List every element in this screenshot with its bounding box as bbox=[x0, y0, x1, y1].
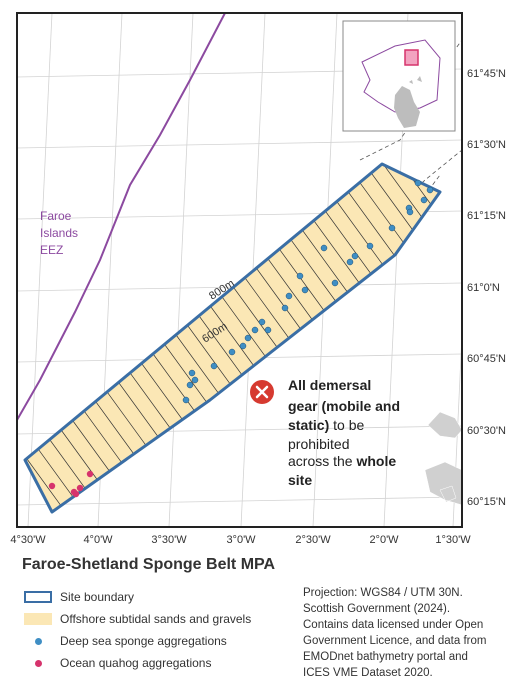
quahog-points bbox=[48, 470, 94, 498]
callout-line: static) bbox=[288, 417, 329, 433]
eez-label-line: Faroe bbox=[40, 209, 72, 223]
legend-label: Deep sea sponge aggregations bbox=[60, 634, 227, 648]
sponge-point bbox=[388, 224, 396, 232]
map-title: Faroe-Shetland Sponge Belt MPA bbox=[22, 556, 276, 573]
credit-line: Government Licence, and data from bbox=[303, 635, 487, 647]
longitude-labels: 4°30'W 4°0'W 3°30'W 3°0'W 2°30'W 2°0'W 1… bbox=[10, 534, 471, 546]
inset-area-highlight bbox=[404, 49, 419, 66]
lat-label: 61°15'N bbox=[467, 210, 506, 222]
quahog-point bbox=[76, 484, 84, 492]
quahog-point bbox=[72, 490, 80, 498]
legend: Site boundary Offshore subtidal sands an… bbox=[24, 586, 251, 674]
prohibition-callout: All demersal gear (mobile and static) to… bbox=[250, 377, 404, 488]
lon-label: 3°0'W bbox=[226, 534, 256, 546]
lat-label: 60°45'N bbox=[467, 353, 506, 365]
map-frame bbox=[16, 12, 463, 528]
shetland-land bbox=[424, 411, 462, 506]
hatch-line bbox=[25, 425, 84, 512]
sponge-point bbox=[285, 292, 293, 300]
eez-label-line: EEZ bbox=[40, 243, 63, 257]
sponge-point bbox=[346, 258, 354, 266]
sponge-point bbox=[188, 369, 196, 377]
sponge-point bbox=[301, 286, 309, 294]
sponge-point bbox=[426, 186, 434, 194]
lat-label: 61°0'N bbox=[467, 282, 500, 294]
legend-label: Offshore subtidal sands and gravels bbox=[60, 612, 252, 626]
lon-label: 3°30'W bbox=[151, 534, 187, 546]
graticule-line bbox=[27, 13, 53, 527]
credit-line: Projection: WGS84 / UTM 30N. bbox=[303, 587, 463, 599]
legend-item-quahog: Ocean quahog aggregations bbox=[24, 652, 251, 674]
lat-label: 60°15'N bbox=[467, 496, 506, 508]
graticule-line bbox=[17, 139, 462, 149]
callout-line: whole bbox=[355, 453, 396, 469]
callout-line: across the bbox=[288, 453, 356, 469]
graticule-line bbox=[17, 496, 462, 506]
map: 800m 600m Faroe Islands EEZ All demersal… bbox=[10, 12, 506, 546]
quahog-point bbox=[48, 482, 56, 490]
sponge-point bbox=[228, 348, 236, 356]
sponge-point bbox=[414, 179, 422, 187]
sponge-point bbox=[320, 244, 328, 252]
callout-line: gear (mobile and bbox=[288, 398, 400, 414]
sponge-points bbox=[182, 179, 434, 404]
lon-label: 4°0'W bbox=[83, 534, 113, 546]
sponge-point bbox=[406, 208, 414, 216]
sponge-point bbox=[258, 318, 266, 326]
legend-item-sands: Offshore subtidal sands and gravels bbox=[24, 608, 251, 630]
quahog-point bbox=[86, 470, 94, 478]
legend-label: Ocean quahog aggregations bbox=[60, 656, 212, 670]
sands-swatch bbox=[24, 613, 52, 625]
credit-line: Scottish Government (2024). bbox=[303, 603, 451, 615]
sponge-dot-swatch bbox=[34, 637, 42, 645]
callout-line: site bbox=[288, 472, 312, 488]
lat-label: 61°30'N bbox=[467, 139, 506, 151]
svg-text:All demersal gear (mobil: All demersal gear (mobile and static) to… bbox=[288, 377, 404, 488]
lon-label: 4°30'W bbox=[10, 534, 46, 546]
faroe-eez-line bbox=[17, 13, 226, 421]
sponge-point bbox=[331, 279, 339, 287]
callout-line: All demersal bbox=[288, 377, 371, 393]
lon-label: 2°30'W bbox=[295, 534, 331, 546]
lat-label: 61°45'N bbox=[467, 68, 506, 80]
sponge-point bbox=[264, 326, 272, 334]
sponge-point bbox=[191, 376, 199, 384]
callout-line: prohibited bbox=[288, 436, 350, 452]
inset-eez-outline bbox=[361, 39, 441, 113]
credit-line: ICES VME Dataset 2020. bbox=[303, 667, 433, 679]
graticule-line bbox=[168, 13, 194, 527]
callout-line: to be bbox=[329, 417, 364, 433]
inset-locator-map bbox=[342, 20, 456, 132]
sponge-point bbox=[420, 196, 428, 204]
sponge-point bbox=[244, 334, 252, 342]
legend-item-site-boundary: Site boundary bbox=[24, 586, 251, 608]
sponge-point bbox=[351, 252, 359, 260]
lon-label: 2°0'W bbox=[369, 534, 399, 546]
sponge-point bbox=[366, 242, 374, 250]
sponge-point bbox=[186, 381, 194, 389]
sponge-point bbox=[296, 272, 304, 280]
credits: Projection: WGS84 / UTM 30N. Scottish Go… bbox=[303, 585, 523, 681]
sponge-point bbox=[239, 342, 247, 350]
boundary-swatch bbox=[24, 591, 52, 603]
inset-islands bbox=[409, 76, 422, 84]
inset-scotland-land bbox=[394, 86, 420, 128]
lon-label: 1°30'W bbox=[435, 534, 471, 546]
sponge-point bbox=[251, 326, 259, 334]
eez-label-line: Islands bbox=[40, 226, 78, 240]
legend-label: Site boundary bbox=[60, 590, 135, 604]
eez-label: Faroe Islands EEZ bbox=[40, 209, 78, 257]
quahog-dot-swatch bbox=[34, 659, 42, 667]
x-mark-icon bbox=[255, 385, 269, 399]
graticule-line bbox=[452, 325, 462, 527]
lat-label: 60°30'N bbox=[467, 425, 506, 437]
sponge-point bbox=[281, 304, 289, 312]
sponge-point bbox=[210, 362, 218, 370]
sponge-point bbox=[182, 396, 190, 404]
site-boundary bbox=[23, 162, 442, 514]
credit-line: Contains data licensed under Open bbox=[303, 619, 484, 631]
credit-line: EMODnet bathymetry portal and bbox=[303, 651, 468, 663]
legend-item-sponge: Deep sea sponge aggregations bbox=[24, 630, 251, 652]
latitude-labels: 61°45'N 61°30'N 61°15'N 61°0'N 60°45'N 6… bbox=[467, 68, 506, 508]
